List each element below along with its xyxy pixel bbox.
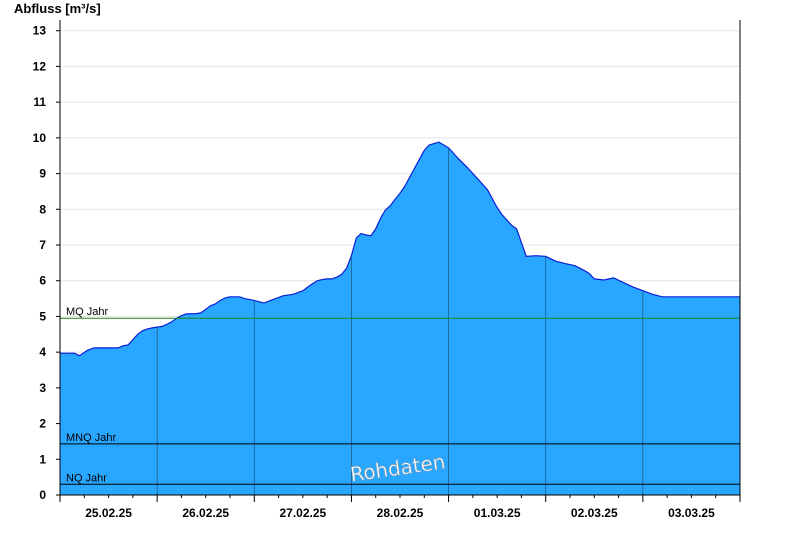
y-tick-label: 6 (39, 274, 46, 288)
y-tick-label: 9 (39, 167, 46, 181)
reference-lines: MQ Jahr MNQ Jahr NQ Jahr (60, 306, 740, 485)
x-tick-label: 28.02.25 (377, 506, 424, 520)
x-tick-labels: 25.02.25 26.02.25 27.02.25 28.02.25 01.03.25… (85, 506, 715, 520)
y-tick-label: 3 (39, 381, 46, 395)
discharge-line (60, 141, 740, 357)
y-tick-label: 2 (39, 417, 46, 431)
y-axis-label: Abfluss [m³/s] (14, 1, 101, 16)
y-tick-label: 4 (39, 345, 46, 359)
y-tick-label: 12 (33, 59, 47, 73)
y-tick-label: 13 (33, 24, 47, 38)
reference-line-label: MNQ Jahr (66, 432, 116, 444)
axes (56, 20, 741, 502)
day-separator-lines (156, 147, 644, 495)
y-tick-label: 7 (39, 238, 46, 252)
y-tick-label: 1 (39, 452, 46, 466)
y-tick-label: 8 (39, 202, 46, 216)
x-tick-label: 26.02.25 (182, 506, 229, 520)
y-tick-label: 5 (39, 309, 46, 323)
y-tick-label: 0 (39, 488, 46, 502)
x-tick-label: 25.02.25 (85, 506, 132, 520)
reference-line-label: NQ Jahr (66, 472, 107, 484)
y-tick-label: 10 (33, 131, 47, 145)
x-tick-label: 01.03.25 (474, 506, 521, 520)
x-tick-label: 27.02.25 (279, 506, 326, 520)
y-tick-label: 11 (33, 95, 46, 109)
x-tick-label: 03.03.25 (668, 506, 715, 520)
reference-line-label: MQ Jahr (66, 306, 109, 318)
x-tick-label: 02.03.25 (571, 506, 618, 520)
